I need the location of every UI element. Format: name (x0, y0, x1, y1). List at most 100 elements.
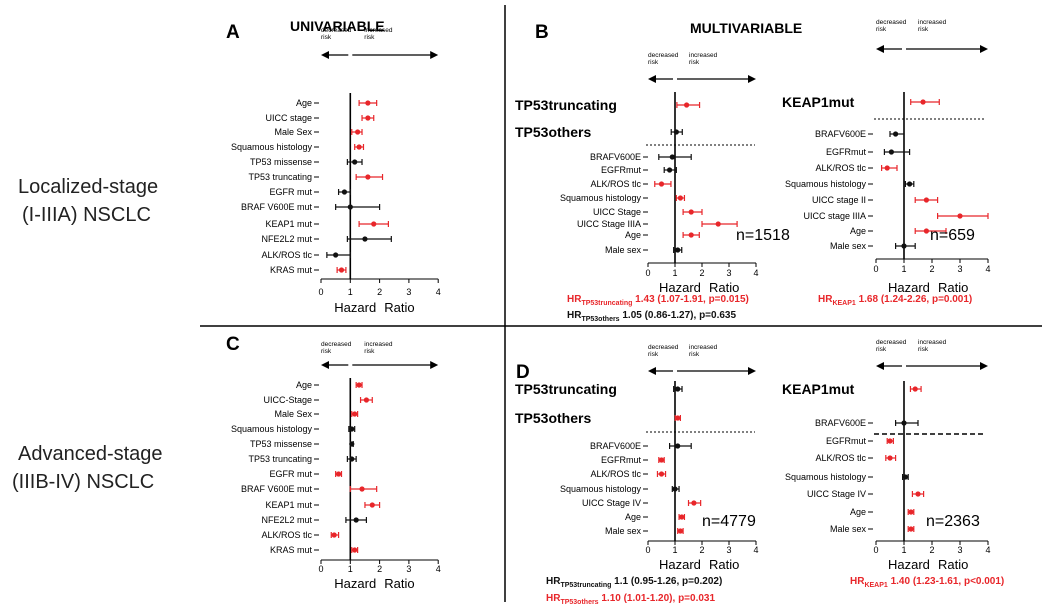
panel-letter-a: A (226, 22, 240, 43)
decreased-risk-label: decreased (876, 19, 907, 26)
hr-point (672, 486, 678, 492)
row-label: Age (296, 98, 312, 108)
x-tick-label: 0 (645, 268, 650, 278)
x-tick-label: 3 (406, 564, 411, 574)
group-label: TP53others (515, 410, 591, 426)
hr-subscript: KEAP1 (832, 300, 855, 307)
panel-letter-b: B (535, 22, 549, 43)
row-label: EGFRmut (601, 165, 642, 175)
hr-point (888, 149, 895, 155)
row-label-localized-1: Localized-stage (18, 176, 158, 198)
x-axis-label-hazard: Hazard (659, 557, 701, 572)
increased-risk-label: risk (689, 59, 700, 66)
row-label: KEAP1 mut (265, 219, 312, 229)
hr-subscript: KEAP1 (864, 582, 887, 589)
group-label: KEAP1mut (782, 94, 855, 110)
hr-point (688, 209, 694, 215)
hr-point (907, 181, 913, 187)
hr-summary-line: HRKEAP1 1.68 (1.24-2.26, p=0.001) (818, 294, 972, 307)
hr-point (915, 491, 921, 497)
hr-point (356, 144, 362, 150)
hr-point (341, 189, 348, 195)
row-label: EGFR mut (269, 469, 312, 479)
hr-point (347, 204, 353, 210)
row-label: BRAFV600E (815, 129, 866, 139)
hr-prefix: HR (546, 593, 561, 604)
hr-point (887, 455, 893, 461)
n-label: n=2363 (926, 513, 980, 530)
hr-point (679, 514, 685, 520)
hr-point (365, 174, 371, 180)
row-label: EGFRmut (826, 436, 867, 446)
row-label: Male Sex (274, 127, 312, 137)
hr-point (675, 386, 681, 392)
x-tick-label: 2 (377, 287, 382, 297)
x-tick-label: 4 (753, 545, 758, 555)
hr-prefix: HR (850, 576, 865, 587)
row-label: KEAP1 mut (265, 500, 312, 510)
x-tick-label: 3 (957, 264, 962, 274)
x-tick-label: 4 (985, 545, 990, 555)
row-label: UICC stage IIIA (803, 211, 866, 221)
hr-point (359, 486, 365, 492)
row-label-localized-2: (I-IIIA) NSCLC (22, 204, 151, 226)
x-tick-label: 0 (318, 564, 323, 574)
x-tick-label: 3 (406, 287, 411, 297)
hr-point (893, 131, 899, 137)
increased-risk-label: risk (918, 346, 929, 353)
hr-subscript: TP53truncating (560, 582, 611, 589)
hr-point (908, 526, 914, 532)
hr-point (884, 165, 890, 171)
x-tick-label: 2 (699, 545, 704, 555)
row-label: TP53 missense (250, 439, 312, 449)
hr-point (658, 457, 665, 463)
hr-value: 1.68 (1.24-2.26, p=0.001) (856, 294, 972, 305)
hr-point (658, 471, 665, 477)
x-axis-label-hazard: Hazard (334, 576, 376, 591)
increased-risk-arrow-head (430, 51, 439, 59)
row-label: BRAFV600E (590, 152, 641, 162)
hr-summary-line: HRTP53truncating 1.1 (0.95-1.26, p=0.202… (546, 576, 722, 589)
hr-prefix: HR (567, 294, 582, 305)
row-label: ALK/ROS tlc (590, 179, 641, 189)
decreased-risk-arrow-head (321, 51, 329, 59)
x-axis-label-hazard: Hazard (888, 280, 930, 295)
hr-point (691, 500, 697, 506)
x-axis-label-ratio: Ratio (384, 300, 414, 315)
increased-risk-label: increased (364, 27, 393, 34)
hr-subscript: TP53others (560, 599, 598, 606)
hr-point (365, 115, 371, 121)
x-tick-label: 3 (726, 268, 731, 278)
hr-point (352, 411, 358, 417)
hr-point (349, 441, 355, 447)
row-label: Squamous histology (231, 424, 313, 434)
row-label: UICC Stage (593, 207, 641, 217)
hr-point (677, 195, 684, 201)
row-label: KRAS mut (270, 265, 313, 275)
increased-risk-label: risk (689, 351, 700, 358)
row-label: BRAF V600E mut (241, 484, 313, 494)
n-label: n=659 (930, 227, 975, 244)
x-axis-label-hazard: Hazard (888, 557, 930, 572)
x-tick-label: 0 (873, 545, 878, 555)
row-label: Male sex (605, 526, 642, 536)
decreased-risk-label: decreased (648, 344, 679, 351)
x-tick-label: 3 (726, 545, 731, 555)
x-tick-label: 0 (318, 287, 323, 297)
hr-prefix: HR (567, 310, 582, 321)
x-tick-label: 0 (645, 545, 650, 555)
row-label: Male sex (830, 524, 867, 534)
x-tick-label: 2 (377, 564, 382, 574)
decreased-risk-label: decreased (876, 339, 907, 346)
row-label: ALK/ROS tlc (261, 530, 312, 540)
x-tick-label: 1 (901, 545, 906, 555)
hr-point (355, 129, 361, 135)
increased-risk-label: increased (364, 341, 393, 348)
row-label: ALK/ROS tlc (261, 250, 312, 260)
hr-prefix: HR (818, 294, 833, 305)
x-tick-label: 4 (436, 287, 441, 297)
